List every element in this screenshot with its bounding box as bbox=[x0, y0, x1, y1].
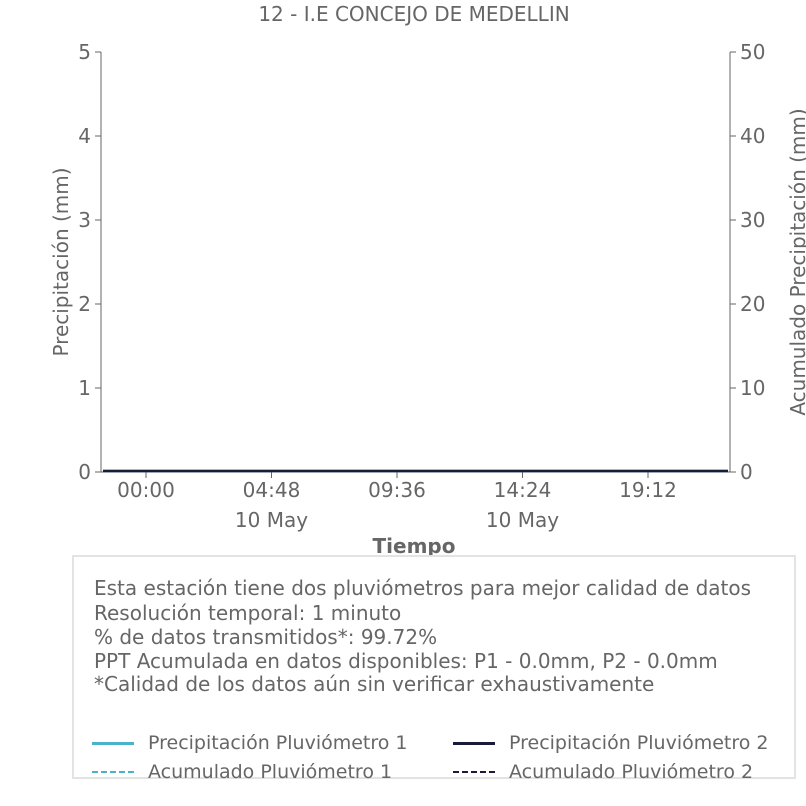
y-tick-label: 4 bbox=[78, 124, 91, 148]
x-tick-label: 14:24 bbox=[494, 478, 552, 502]
legend-label-p2: Precipitación Pluviómetro 2 bbox=[509, 732, 769, 754]
y-tick-label: 3 bbox=[78, 208, 91, 232]
legend-label-p1: Precipitación Pluviómetro 1 bbox=[148, 732, 408, 754]
y2-tick-label: 10 bbox=[740, 376, 765, 400]
x-axis-label: Tiempo bbox=[373, 534, 456, 558]
info-line-1: Esta estación tiene dos pluviómetros par… bbox=[94, 576, 752, 600]
legend-swatch-a2 bbox=[453, 771, 495, 773]
info-box: Esta estación tiene dos pluviómetros par… bbox=[72, 555, 796, 783]
y-tick-label: 2 bbox=[78, 292, 91, 316]
legend-swatch-p2 bbox=[453, 742, 495, 745]
x-tick-date-label: 10 May bbox=[486, 508, 559, 532]
info-line-2: Resolución temporal: 1 minuto bbox=[94, 601, 402, 625]
y2-tick-label: 50 bbox=[740, 40, 765, 64]
chart-title: 12 - I.E CONCEJO DE MEDELLIN bbox=[258, 2, 569, 26]
info-line-4: PPT Acumulada en datos disponibles: P1 -… bbox=[94, 649, 718, 673]
y2-tick-label: 0 bbox=[740, 460, 753, 484]
y2-tick-label: 40 bbox=[740, 124, 765, 148]
y2-tick-label: 20 bbox=[740, 292, 765, 316]
legend-label-a1: Acumulado Pluviómetro 1 bbox=[148, 761, 393, 783]
y-axis-label: Precipitación (mm) bbox=[49, 167, 73, 356]
y-tick-label: 5 bbox=[78, 40, 91, 64]
rainfall-chart: 12 - I.E CONCEJO DE MEDELLIN 01234501020… bbox=[49, 2, 806, 558]
y-tick-label: 1 bbox=[78, 376, 91, 400]
info-line-5: *Calidad de los datos aún sin verificar … bbox=[94, 672, 655, 696]
x-tick-label: 19:12 bbox=[619, 478, 677, 502]
legend-swatch-p1 bbox=[92, 742, 134, 745]
legend-label-a2: Acumulado Pluviómetro 2 bbox=[509, 761, 754, 783]
x-tick-label: 00:00 bbox=[117, 478, 175, 502]
x-tick-label: 04:48 bbox=[243, 478, 301, 502]
x-tick-date-label: 10 May bbox=[235, 508, 308, 532]
y-tick-label: 0 bbox=[78, 460, 91, 484]
y2-axis-label: Acumulado Precipitación (mm) bbox=[786, 108, 806, 415]
x-tick-label: 09:36 bbox=[368, 478, 426, 502]
info-line-3: % de datos transmitidos*: 99.72% bbox=[94, 625, 438, 649]
legend-swatch-a1 bbox=[92, 771, 134, 773]
y2-tick-label: 30 bbox=[740, 208, 765, 232]
